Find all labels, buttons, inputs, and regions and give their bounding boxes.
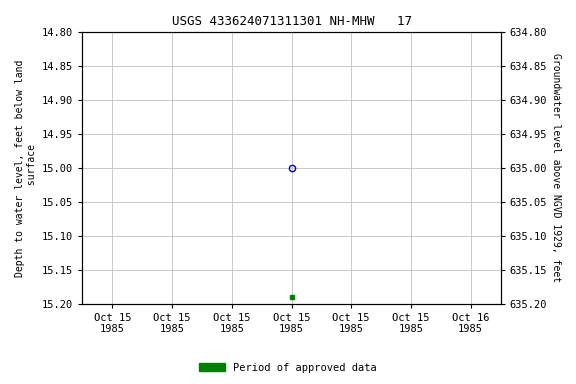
Y-axis label: Depth to water level, feet below land
 surface: Depth to water level, feet below land su… [15, 59, 37, 276]
Y-axis label: Groundwater level above NGVD 1929, feet: Groundwater level above NGVD 1929, feet [551, 53, 561, 283]
Legend: Period of approved data: Period of approved data [195, 359, 381, 377]
Title: USGS 433624071311301 NH-MHW   17: USGS 433624071311301 NH-MHW 17 [172, 15, 411, 28]
